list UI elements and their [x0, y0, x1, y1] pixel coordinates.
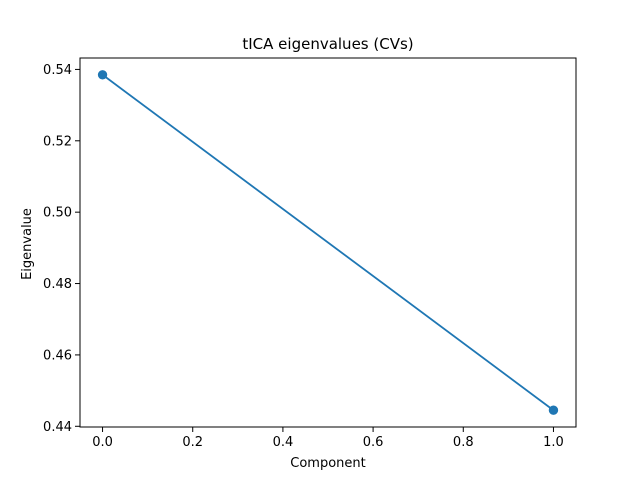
- y-axis-title: Eigenvalue: [20, 208, 35, 280]
- x-tick-label: 0.2: [182, 435, 203, 450]
- x-axis-title: Component: [290, 456, 365, 471]
- y-tick-label: 0.46: [43, 348, 72, 363]
- y-tick-label: 0.54: [43, 63, 72, 78]
- y-tick-label: 0.50: [43, 206, 72, 221]
- x-tick-label: 0.6: [363, 435, 384, 450]
- y-tick-label: 0.44: [43, 420, 72, 435]
- data-point: [97, 70, 108, 80]
- plot-frame: [79, 57, 577, 428]
- plot-area: 0.0 0.2 0.4 0.6 0.8 1.0 0.44 0.46 0.48 0.50 0.52 0.…: [43, 57, 577, 450]
- chart-title: tICA eigenvalues (CVs): [242, 35, 413, 53]
- y-tick-label: 0.48: [43, 277, 72, 292]
- data-point: [548, 405, 559, 415]
- x-tick-label: 1.0: [543, 435, 564, 450]
- y-tick-label: 0.52: [43, 134, 72, 149]
- series-line: [102, 74, 554, 411]
- x-tick-label: 0.4: [273, 435, 294, 450]
- x-tick-label: 0.8: [453, 435, 474, 450]
- x-tick-label: 0.0: [92, 435, 113, 450]
